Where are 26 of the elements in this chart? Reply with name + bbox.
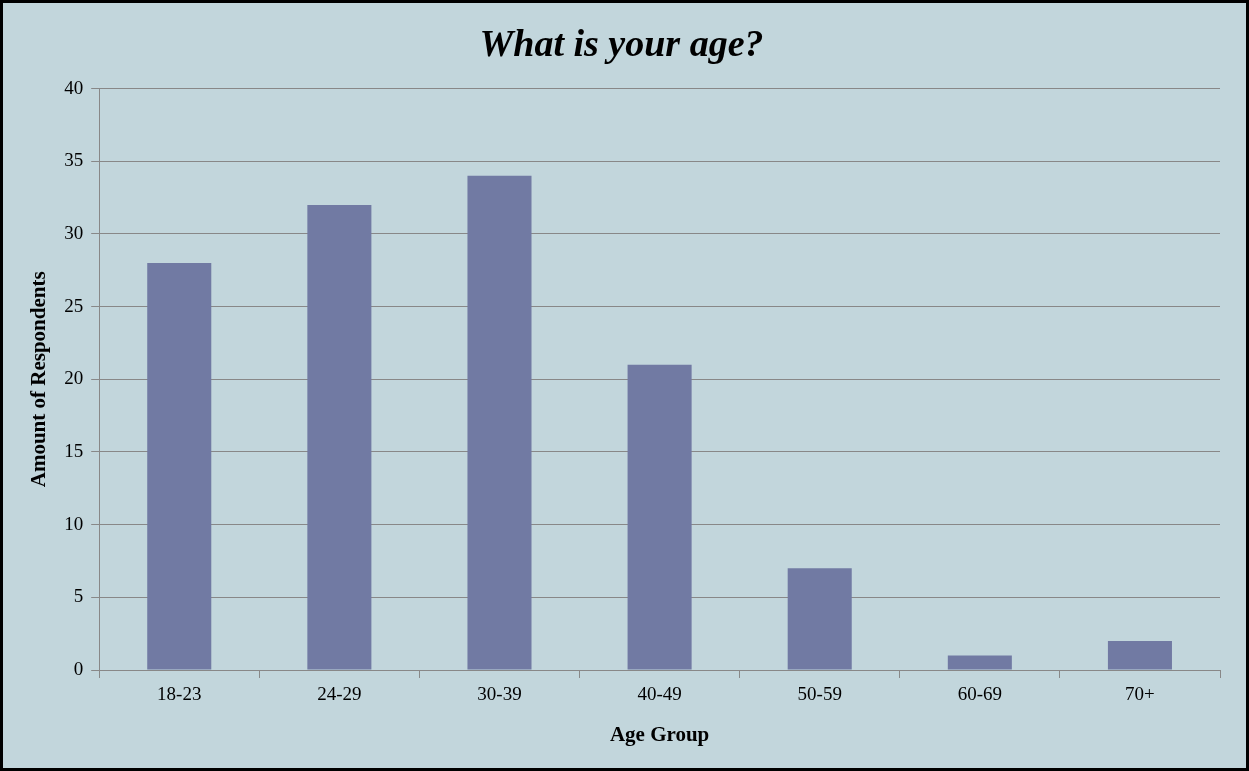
bar [467, 175, 532, 670]
y-tick-label: 0 [73, 657, 84, 679]
y-axis-title: Amount of Respondents [26, 271, 51, 488]
y-tick-label: 40 [64, 76, 84, 98]
x-tick-label: 70+ [1125, 683, 1155, 705]
y-tick-label: 35 [64, 149, 84, 171]
y-tick-label: 30 [64, 221, 84, 243]
y-tick-label: 15 [64, 439, 84, 461]
y-tick-label: 25 [64, 294, 84, 316]
bar [947, 655, 1012, 670]
x-axis-title: Age Group [609, 721, 710, 746]
x-tick-label: 30-39 [477, 683, 522, 705]
bar [1107, 640, 1172, 670]
bar [787, 568, 852, 670]
chart-title: What is your age? [479, 21, 764, 64]
bar [627, 364, 692, 670]
bar [307, 204, 372, 670]
x-tick-label: 18-23 [157, 683, 202, 705]
bar [147, 263, 212, 670]
y-tick-label: 10 [64, 512, 84, 534]
y-tick-label: 20 [64, 367, 84, 389]
y-tick-label: 5 [73, 585, 84, 607]
x-tick-label: 40-49 [637, 683, 682, 705]
x-tick-label: 24-29 [317, 683, 362, 705]
x-tick-label: 50-59 [797, 683, 842, 705]
x-tick-label: 60-69 [957, 683, 1002, 705]
